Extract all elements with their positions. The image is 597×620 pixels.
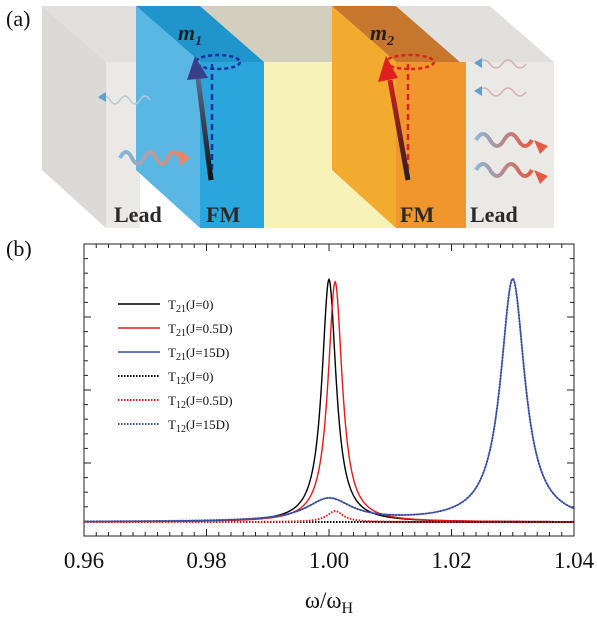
panel-b-label: (b) xyxy=(6,236,32,261)
fm-right-side-face xyxy=(332,6,396,228)
panel-b-transmission-chart: (b) T21(J=0) T21(J=0.5D) T21(J=15D) T12(J=0… xyxy=(6,236,595,617)
fm-right-top-face xyxy=(332,6,460,62)
series-line-4 xyxy=(84,510,574,523)
right-transmitted-arrowhead-2 xyxy=(534,170,548,184)
chart-legend: T21(J=0) T21(J=0.5D) T21(J=15D) T12(J=0) T12… xyxy=(118,297,233,435)
lead-left-label: Lead xyxy=(114,202,162,227)
left-incident-arrowhead xyxy=(180,150,190,166)
m1-precession-orbit xyxy=(194,53,242,71)
lead-right-top-face xyxy=(396,6,554,62)
m1-arrow-shaft xyxy=(195,77,214,181)
lead-left-front xyxy=(42,6,106,228)
legend-entry: T12(J=0) xyxy=(168,369,214,387)
fm-right-label: FM xyxy=(400,202,434,227)
series-line-1 xyxy=(84,280,574,523)
x-tick-label: 0.96 xyxy=(64,548,104,573)
fm-left-top-face xyxy=(136,6,264,62)
plot-frame xyxy=(83,243,575,537)
lead-left-body xyxy=(106,62,140,228)
series-curves xyxy=(84,277,575,523)
panel-a-device-schematic: (a) m1 m2 xyxy=(6,6,554,228)
x-tick-label: 1.00 xyxy=(309,548,349,573)
x-tick-labels: 0.96 0.98 1.00 1.02 1.04 xyxy=(64,548,595,573)
right-transmitted-wave-1 xyxy=(474,132,534,148)
m2-label: m2 xyxy=(370,20,394,49)
legend-entry: T21(J=15D) xyxy=(168,345,229,363)
m2-arrow-shaft xyxy=(387,79,411,181)
right-transmitted-arrowhead-1 xyxy=(534,140,548,154)
right-reflected-wave-1 xyxy=(477,59,527,69)
fm-left-side-face xyxy=(136,6,200,228)
legend-entry: T21(J=0.5D) xyxy=(168,321,233,339)
left-incident-wave xyxy=(118,150,182,166)
x-tick-label: 1.02 xyxy=(431,548,471,573)
x-tick-label: 0.98 xyxy=(186,548,226,573)
x-axis-title: ω/ωH xyxy=(305,588,354,617)
lead-right-label: Lead xyxy=(470,202,518,227)
legend-entry: T12(J=0.5D) xyxy=(168,393,233,411)
fm-left-label: FM xyxy=(206,202,240,227)
panel-a-label: (a) xyxy=(6,6,30,31)
legend-entry: T12(J=15D) xyxy=(168,417,229,435)
m1-arrow-head xyxy=(187,56,208,80)
x-tick-label: 1.04 xyxy=(554,548,595,573)
series-line-5 xyxy=(84,277,575,523)
right-transmitted-wave-2 xyxy=(474,162,534,178)
right-reflected-arrowhead-1 xyxy=(474,58,482,68)
legend-entry: T21(J=0) xyxy=(168,297,214,315)
left-reflected-arrowhead xyxy=(98,92,106,102)
right-reflected-arrowhead-2 xyxy=(474,86,482,96)
fm-left-front-face xyxy=(200,62,264,228)
m2-arrow-head xyxy=(378,56,398,82)
m1-label: m1 xyxy=(178,20,202,49)
left-reflected-wave xyxy=(99,95,151,105)
tick-marks xyxy=(83,243,575,537)
right-reflected-wave-2 xyxy=(477,87,527,97)
